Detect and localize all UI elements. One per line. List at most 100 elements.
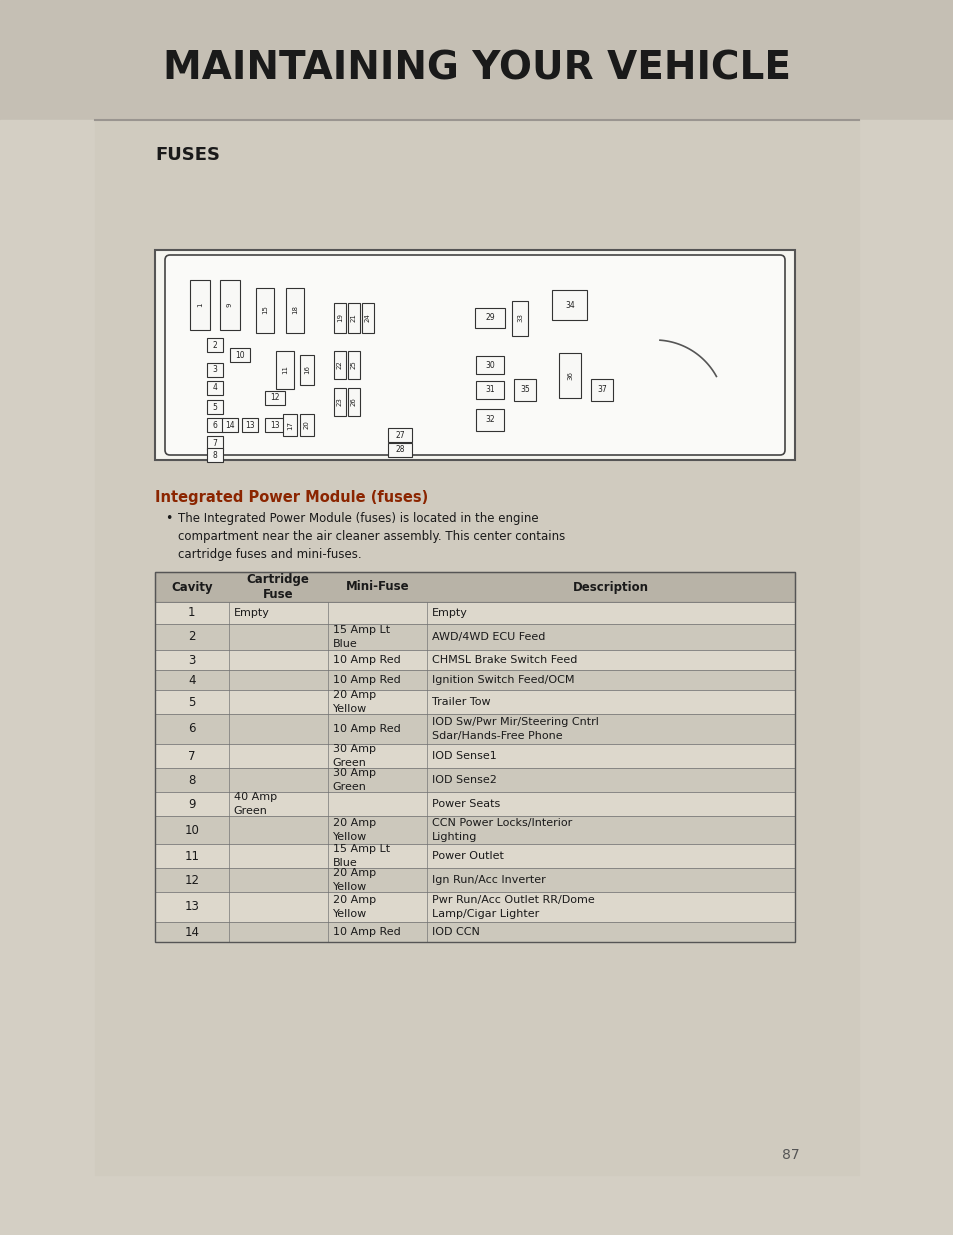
Text: Integrated Power Module (fuses): Integrated Power Module (fuses)	[154, 490, 428, 505]
Text: 2: 2	[188, 631, 195, 643]
Text: 32: 32	[485, 415, 495, 425]
Text: 9: 9	[188, 798, 195, 810]
Text: 5: 5	[188, 695, 195, 709]
Bar	[207, 338, 223, 352]
Bar	[154, 572, 794, 601]
Bar	[299, 354, 314, 385]
Bar	[558, 352, 580, 398]
Text: •: •	[165, 513, 172, 525]
Text: 26: 26	[351, 398, 356, 406]
Text: 13: 13	[245, 420, 254, 430]
Bar	[154, 601, 794, 624]
Bar	[207, 400, 223, 414]
Text: 8: 8	[188, 773, 195, 787]
Bar	[154, 249, 794, 459]
Bar	[154, 624, 794, 650]
Text: MAINTAINING YOUR VEHICLE: MAINTAINING YOUR VEHICLE	[163, 49, 790, 86]
Text: 25: 25	[351, 361, 356, 369]
Bar	[348, 388, 359, 416]
Text: 11: 11	[282, 366, 288, 374]
Text: 87: 87	[781, 1149, 800, 1162]
Text: 16: 16	[304, 366, 310, 374]
Text: 1: 1	[188, 606, 195, 620]
Bar	[154, 671, 794, 690]
Text: 20 Amp
Yellow: 20 Amp Yellow	[333, 868, 375, 892]
Bar	[334, 351, 346, 379]
Bar	[242, 417, 257, 432]
Text: 18: 18	[292, 305, 297, 315]
Bar	[476, 382, 503, 399]
Text: Mini-Fuse: Mini-Fuse	[345, 580, 409, 594]
Bar	[514, 379, 536, 401]
Text: 2: 2	[213, 341, 217, 350]
Bar	[361, 303, 374, 333]
Bar	[154, 768, 794, 792]
Text: 11: 11	[184, 850, 199, 862]
Text: 15: 15	[262, 305, 268, 315]
Bar	[265, 391, 285, 405]
Bar	[207, 417, 223, 432]
Bar	[255, 288, 274, 332]
Bar	[154, 690, 794, 714]
Text: FUSES: FUSES	[154, 146, 220, 164]
Text: 10 Amp Red: 10 Amp Red	[333, 676, 400, 685]
Text: Cavity: Cavity	[171, 580, 213, 594]
Text: 31: 31	[485, 385, 495, 394]
Text: Trailer Tow: Trailer Tow	[432, 697, 490, 706]
Text: Pwr Run/Acc Outlet RR/Dome
Lamp/Cigar Lighter: Pwr Run/Acc Outlet RR/Dome Lamp/Cigar Li…	[432, 895, 594, 919]
Bar	[283, 414, 296, 436]
Text: 10: 10	[235, 351, 245, 359]
Text: 5: 5	[213, 403, 217, 411]
Bar	[207, 448, 223, 462]
Text: 30 Amp
Green: 30 Amp Green	[333, 745, 375, 768]
Text: 33: 33	[517, 314, 522, 322]
Text: IOD CCN: IOD CCN	[432, 927, 479, 937]
Bar	[476, 356, 503, 374]
Text: 19: 19	[336, 314, 343, 322]
Text: 17: 17	[287, 420, 293, 430]
Text: 8: 8	[213, 451, 217, 459]
Bar	[590, 379, 613, 401]
Text: Empty: Empty	[432, 608, 467, 618]
Text: 21: 21	[351, 314, 356, 322]
Text: 10 Amp Red: 10 Amp Red	[333, 724, 400, 734]
Text: 40 Amp
Green: 40 Amp Green	[233, 793, 276, 815]
Text: 23: 23	[336, 398, 343, 406]
Bar	[154, 743, 794, 768]
Bar	[265, 417, 285, 432]
Text: 1: 1	[196, 303, 203, 308]
Text: 15 Amp Lt
Blue: 15 Amp Lt Blue	[333, 625, 390, 648]
Text: 4: 4	[213, 384, 217, 393]
Bar	[154, 816, 794, 844]
Bar	[275, 351, 294, 389]
Text: The Integrated Power Module (fuses) is located in the engine
compartment near th: The Integrated Power Module (fuses) is l…	[178, 513, 565, 561]
Bar	[286, 288, 304, 332]
Text: Power Outlet: Power Outlet	[432, 851, 503, 861]
Text: IOD Sense1: IOD Sense1	[432, 751, 497, 761]
Text: 10 Amp Red: 10 Amp Red	[333, 655, 400, 664]
Bar	[207, 436, 223, 450]
Bar	[222, 417, 237, 432]
Bar	[154, 792, 794, 816]
Bar	[476, 409, 503, 431]
Text: 30: 30	[485, 361, 495, 369]
Text: 37: 37	[597, 385, 606, 394]
Bar	[299, 414, 314, 436]
Text: 10: 10	[184, 824, 199, 836]
Text: 34: 34	[564, 300, 575, 310]
Text: 15 Amp Lt
Blue: 15 Amp Lt Blue	[333, 845, 390, 868]
Bar	[154, 892, 794, 923]
Bar	[154, 923, 794, 942]
Text: 22: 22	[336, 361, 343, 369]
Text: 20 Amp
Yellow: 20 Amp Yellow	[333, 895, 375, 919]
Text: IOD Sw/Pwr Mir/Steering Cntrl
Sdar/Hands-Free Phone: IOD Sw/Pwr Mir/Steering Cntrl Sdar/Hands…	[432, 718, 598, 741]
Text: 9: 9	[227, 303, 233, 308]
Text: 7: 7	[213, 438, 217, 447]
Text: Cartridge
Fuse: Cartridge Fuse	[247, 573, 310, 601]
Text: 14: 14	[184, 925, 199, 939]
Text: 13: 13	[184, 900, 199, 914]
Text: 20 Amp
Yellow: 20 Amp Yellow	[333, 690, 375, 714]
Text: 10 Amp Red: 10 Amp Red	[333, 927, 400, 937]
Bar	[512, 300, 527, 336]
Text: 14: 14	[225, 420, 234, 430]
